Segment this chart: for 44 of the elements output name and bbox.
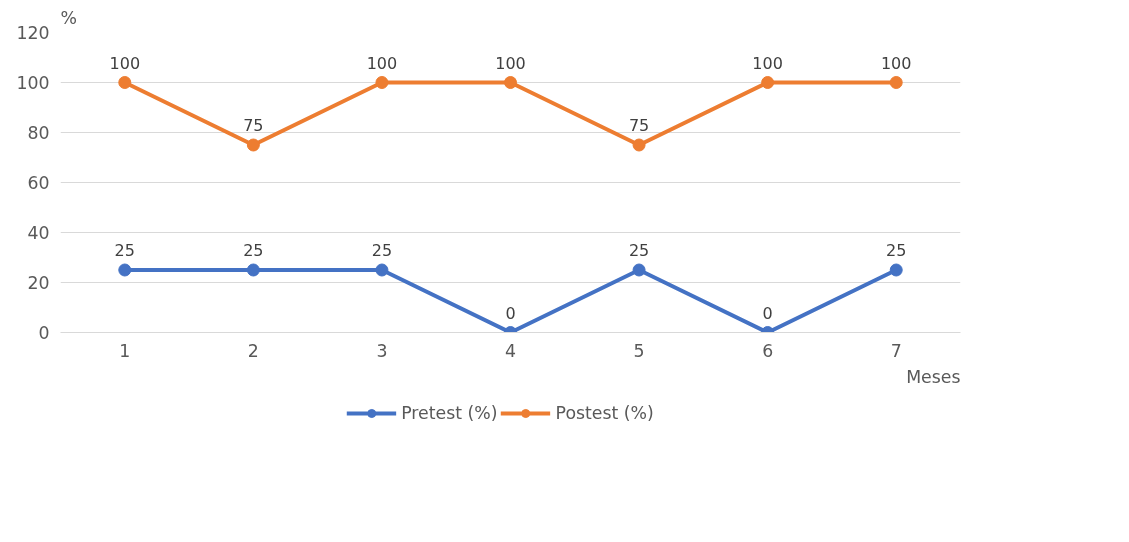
point (761, 76, 775, 89)
data-label: 75 (243, 116, 264, 135)
data-label: 25 (628, 241, 650, 260)
x-tick-label: 6 (762, 340, 774, 361)
y-tick-label: 120 (16, 23, 50, 43)
point (375, 263, 389, 277)
x-tick-label: 3 (376, 340, 388, 361)
data-label: 0 (762, 303, 773, 323)
point (504, 76, 517, 89)
data-label: 25 (886, 241, 907, 260)
data-label: 100 (880, 53, 912, 73)
point (632, 263, 646, 277)
data-label: 25 (371, 241, 393, 260)
data-label: 75 (628, 116, 650, 135)
legend-label: Postest (%) (555, 403, 654, 423)
y-tick-label: 0 (38, 323, 50, 343)
point (118, 76, 132, 89)
data-label: 100 (495, 53, 526, 73)
y-tick-label: 40 (27, 223, 50, 243)
x-tick-label: 1 (119, 340, 131, 361)
y-axis-title: % (60, 7, 77, 28)
point (632, 138, 646, 152)
data-label: 25 (114, 241, 135, 260)
y-tick-label: 20 (27, 273, 50, 293)
data-label: 100 (109, 53, 141, 73)
legend-label: Pretest (%) (401, 403, 498, 423)
y-tick-label: 60 (27, 173, 50, 193)
x-tick-label: 7 (890, 340, 902, 361)
data-label: 100 (752, 53, 783, 73)
data-label: 0 (505, 303, 516, 323)
point (246, 263, 260, 277)
x-axis-title: Meses (906, 366, 961, 387)
y-tick-label: 100 (16, 73, 50, 93)
x-tick-label: 4 (504, 340, 517, 361)
x-tick-label: 2 (247, 340, 259, 361)
point (889, 76, 903, 89)
data-label: 100 (366, 53, 398, 73)
x-tick-label: 5 (633, 340, 645, 361)
data-label: 25 (243, 241, 264, 260)
point (889, 263, 903, 277)
point (375, 76, 389, 89)
point (246, 138, 260, 152)
point (118, 263, 132, 277)
y-tick-label: 80 (27, 123, 50, 143)
